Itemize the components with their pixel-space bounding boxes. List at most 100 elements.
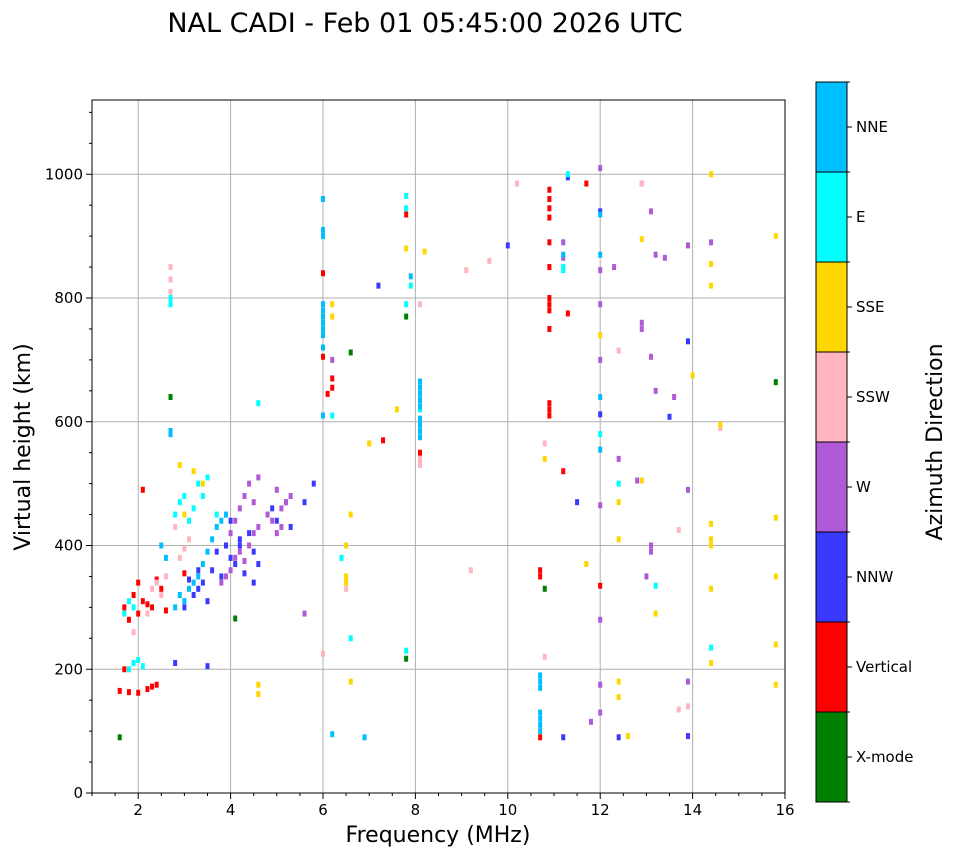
point-w [598, 681, 603, 688]
colorbar-label: Azimuth Direction [923, 343, 948, 540]
point-vertical [321, 353, 325, 360]
point-e [561, 267, 566, 274]
y-axis-ticks: 0 200 400 600 800 1000 [45, 111, 92, 802]
point-ssw [487, 257, 492, 264]
point-e [404, 205, 409, 212]
point-w [247, 542, 252, 549]
point-w [598, 502, 603, 509]
point-sse [344, 573, 349, 580]
colorbar-tick-label: SSE [856, 298, 885, 316]
point-sse [709, 660, 714, 667]
point-nne [330, 731, 335, 738]
point-e [131, 660, 136, 667]
point-w [223, 573, 228, 580]
point-nne [561, 251, 566, 258]
point-nne [538, 728, 543, 735]
point-nne [418, 415, 423, 422]
point-vertical [145, 686, 150, 693]
point-vertical [154, 681, 159, 688]
point-sse [542, 455, 547, 462]
point-ssw [616, 347, 621, 354]
point-vertical [598, 582, 603, 589]
point-nnw [191, 592, 196, 598]
point-w [288, 493, 293, 499]
point-nne [321, 325, 325, 332]
point-nnw [196, 585, 201, 592]
point-nne [321, 226, 325, 233]
x-tick-label: 14 [683, 801, 702, 819]
point-e [122, 610, 127, 617]
point-nnw [302, 499, 307, 506]
point-w [653, 251, 658, 258]
point-e [177, 499, 182, 506]
point-nnw [616, 734, 621, 741]
point-nne [362, 734, 367, 741]
point-x-mode [348, 349, 353, 356]
point-e [598, 431, 603, 438]
point-e [256, 400, 261, 407]
point-e [348, 635, 353, 642]
point-sse [404, 245, 409, 252]
point-x-mode [404, 313, 409, 320]
point-sse [709, 585, 714, 592]
point-w [612, 264, 617, 271]
point-ssw [344, 585, 349, 592]
point-ssw [168, 264, 173, 271]
point-vertical [547, 295, 552, 301]
point-w [685, 678, 690, 685]
point-vertical [547, 239, 552, 246]
point-nnw [685, 733, 690, 740]
point-w [251, 530, 256, 537]
point-nnw [251, 548, 256, 555]
point-sse [625, 733, 630, 740]
point-e [565, 171, 570, 178]
point-nnw [667, 413, 672, 420]
colorbar-tick-label: X-mode [856, 748, 913, 766]
point-nne [205, 548, 210, 555]
point-nne [321, 307, 325, 314]
point-sse [422, 248, 427, 255]
point-w [635, 477, 640, 484]
point-e [126, 666, 131, 673]
colorbar-swatch [816, 622, 847, 712]
point-w [598, 356, 603, 363]
y-axis-label: Virtual height (km) [11, 343, 36, 550]
point-ssw [344, 576, 349, 583]
point-ssw [168, 276, 173, 283]
point-nne [210, 536, 215, 543]
point-x-mode [117, 734, 122, 741]
point-e [205, 474, 210, 481]
point-w [233, 554, 238, 561]
point-nne [321, 319, 325, 326]
y-tick-label: 600 [54, 413, 83, 431]
point-vertical [538, 567, 543, 574]
point-w [616, 455, 621, 462]
point-nne [538, 672, 543, 679]
point-w [256, 523, 261, 530]
point-nne [418, 428, 423, 435]
point-nne [163, 554, 168, 561]
point-nnw [173, 660, 178, 667]
point-nne [187, 585, 192, 592]
point-vertical [330, 384, 335, 391]
point-e [408, 282, 413, 289]
point-w [237, 505, 242, 512]
point-vertical [547, 406, 552, 413]
point-sse [773, 233, 778, 240]
point-nne [168, 428, 173, 435]
colorbar-swatch [816, 172, 847, 262]
x-tick-label: 6 [318, 801, 328, 819]
colorbar-swatch [816, 82, 847, 172]
point-sse [182, 511, 187, 518]
point-ssw [718, 424, 723, 431]
point-vertical [136, 579, 141, 586]
point-sse [718, 421, 723, 428]
point-ssw [418, 301, 423, 308]
y-tick-label: 1000 [45, 165, 83, 183]
point-sse [709, 520, 714, 527]
point-sse [773, 641, 778, 648]
point-ssw [163, 573, 168, 580]
point-sse [773, 514, 778, 521]
point-sse [616, 499, 621, 506]
point-w [649, 208, 654, 215]
